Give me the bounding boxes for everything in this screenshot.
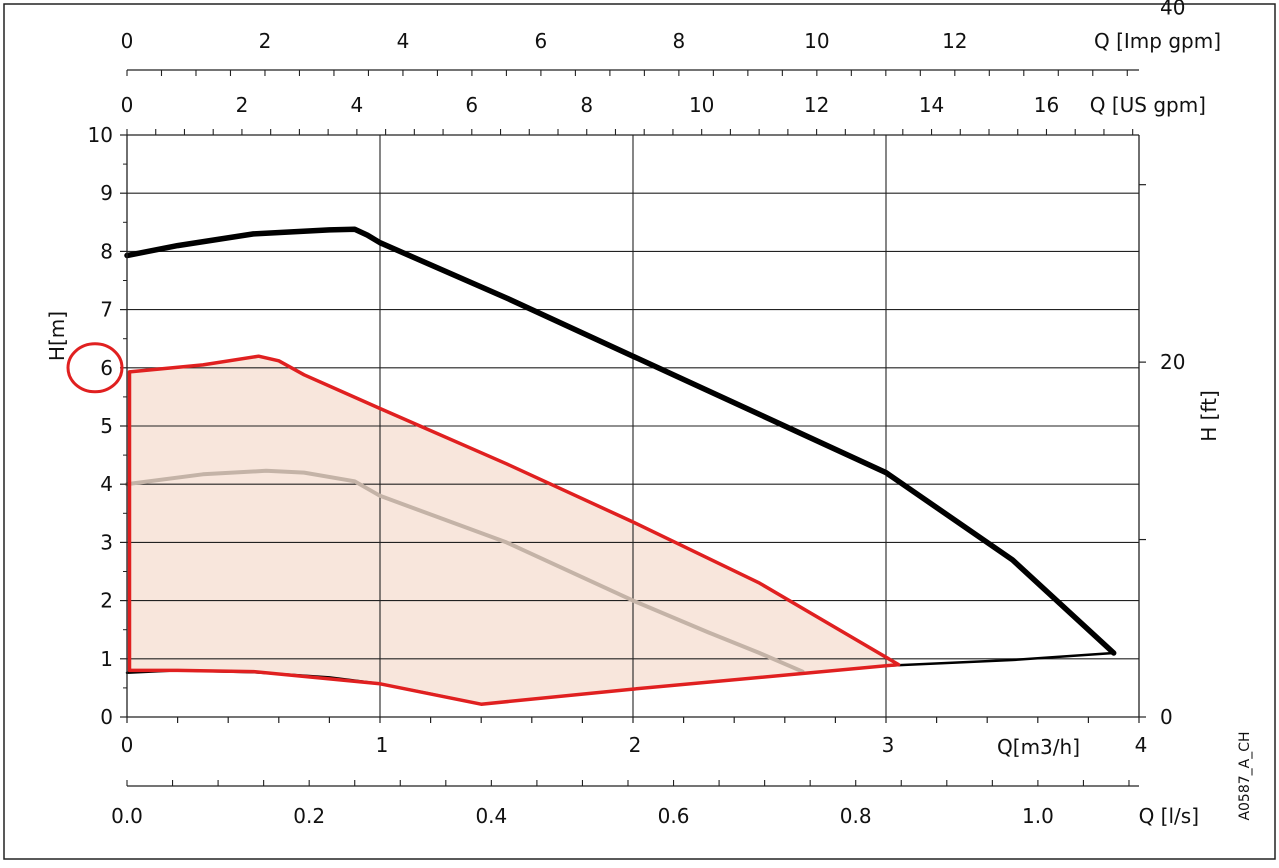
series-group	[124, 226, 1117, 706]
axes-group	[120, 69, 1146, 787]
x-primary-tick-label: 0	[121, 733, 134, 757]
x-ls-axis-label: Q [l/s]	[1139, 804, 1199, 828]
x-primary-tick-label: 3	[882, 733, 895, 757]
y-right-tick-label: 20	[1160, 350, 1185, 374]
x-us-gpm-tick-label: 4	[351, 93, 364, 117]
x-ls-tick-label: 0.8	[840, 804, 872, 828]
labels-group: 01234567891002040608010012001234Q[m3/h]0…	[45, 0, 1253, 828]
x-imp-gpm-tick-label: 0	[121, 29, 134, 53]
y-right-tick-label: 40	[1160, 0, 1185, 19]
x-imp-gpm-tick-label: 8	[673, 29, 686, 53]
x-us-gpm-tick-label: 16	[1034, 93, 1059, 117]
x-us-gpm-tick-label: 8	[580, 93, 593, 117]
operating-area-outline	[127, 354, 901, 706]
x-primary-tick-label: 4	[1135, 733, 1148, 757]
y-left-tick-label: 4	[100, 472, 113, 496]
x-imp-gpm-tick-label: 6	[535, 29, 548, 53]
y-left-tick-label: 5	[100, 414, 113, 438]
y-left-tick-label: 10	[88, 123, 113, 147]
x-us-gpm-axis-label: Q [US gpm]	[1090, 93, 1206, 117]
x-primary-axis-label: Q[m3/h]	[997, 735, 1080, 759]
operating-area-group	[129, 356, 899, 705]
x-imp-gpm-axis-label: Q [Imp gpm]	[1094, 29, 1221, 53]
x-us-gpm-tick-label: 14	[919, 93, 944, 117]
x-us-gpm-tick-label: 2	[236, 93, 249, 117]
y-left-axis-label: H[m]	[45, 311, 69, 361]
y-right-tick-label: 0	[1160, 705, 1173, 729]
x-primary-tick-label: 2	[629, 733, 642, 757]
figure-id-label: A0587_A_CH	[1237, 731, 1253, 820]
x-us-gpm-tick-label: 12	[804, 93, 829, 117]
x-us-gpm-tick-label: 0	[121, 93, 134, 117]
x-ls-tick-label: 0.0	[111, 804, 143, 828]
x-imp-gpm-tick-label: 12	[942, 29, 967, 53]
y-left-tick-label: 9	[100, 181, 113, 205]
x-imp-gpm-tick-label: 2	[259, 29, 272, 53]
operating-area-fill	[129, 356, 899, 705]
x-us-gpm-tick-label: 6	[465, 93, 478, 117]
x-us-gpm-tick-label: 10	[689, 93, 714, 117]
x-primary-tick-label: 1	[376, 733, 389, 757]
grid-group	[127, 134, 1139, 717]
x-ls-tick-label: 0.2	[293, 804, 325, 828]
y-left-tick-label: 7	[100, 298, 113, 322]
y-left-tick-label: 0	[100, 705, 113, 729]
highlight-circle	[66, 342, 124, 394]
max-curve	[124, 226, 1117, 656]
y-left-tick-label: 2	[100, 589, 113, 613]
y-left-tick-label: 3	[100, 530, 113, 554]
y-left-tick-label: 8	[100, 239, 113, 263]
mid-curve	[125, 468, 805, 674]
x-imp-gpm-tick-label: 10	[804, 29, 829, 53]
x-ls-tick-label: 0.4	[475, 804, 507, 828]
x-ls-tick-label: 0.6	[658, 804, 690, 828]
y-left-tick-label: 6	[100, 356, 113, 380]
y-left-tick-label: 1	[100, 647, 113, 671]
x-ls-tick-label: 1.0	[1022, 804, 1054, 828]
x-imp-gpm-tick-label: 4	[397, 29, 410, 53]
y-right-axis-label: H [ft]	[1197, 390, 1221, 442]
